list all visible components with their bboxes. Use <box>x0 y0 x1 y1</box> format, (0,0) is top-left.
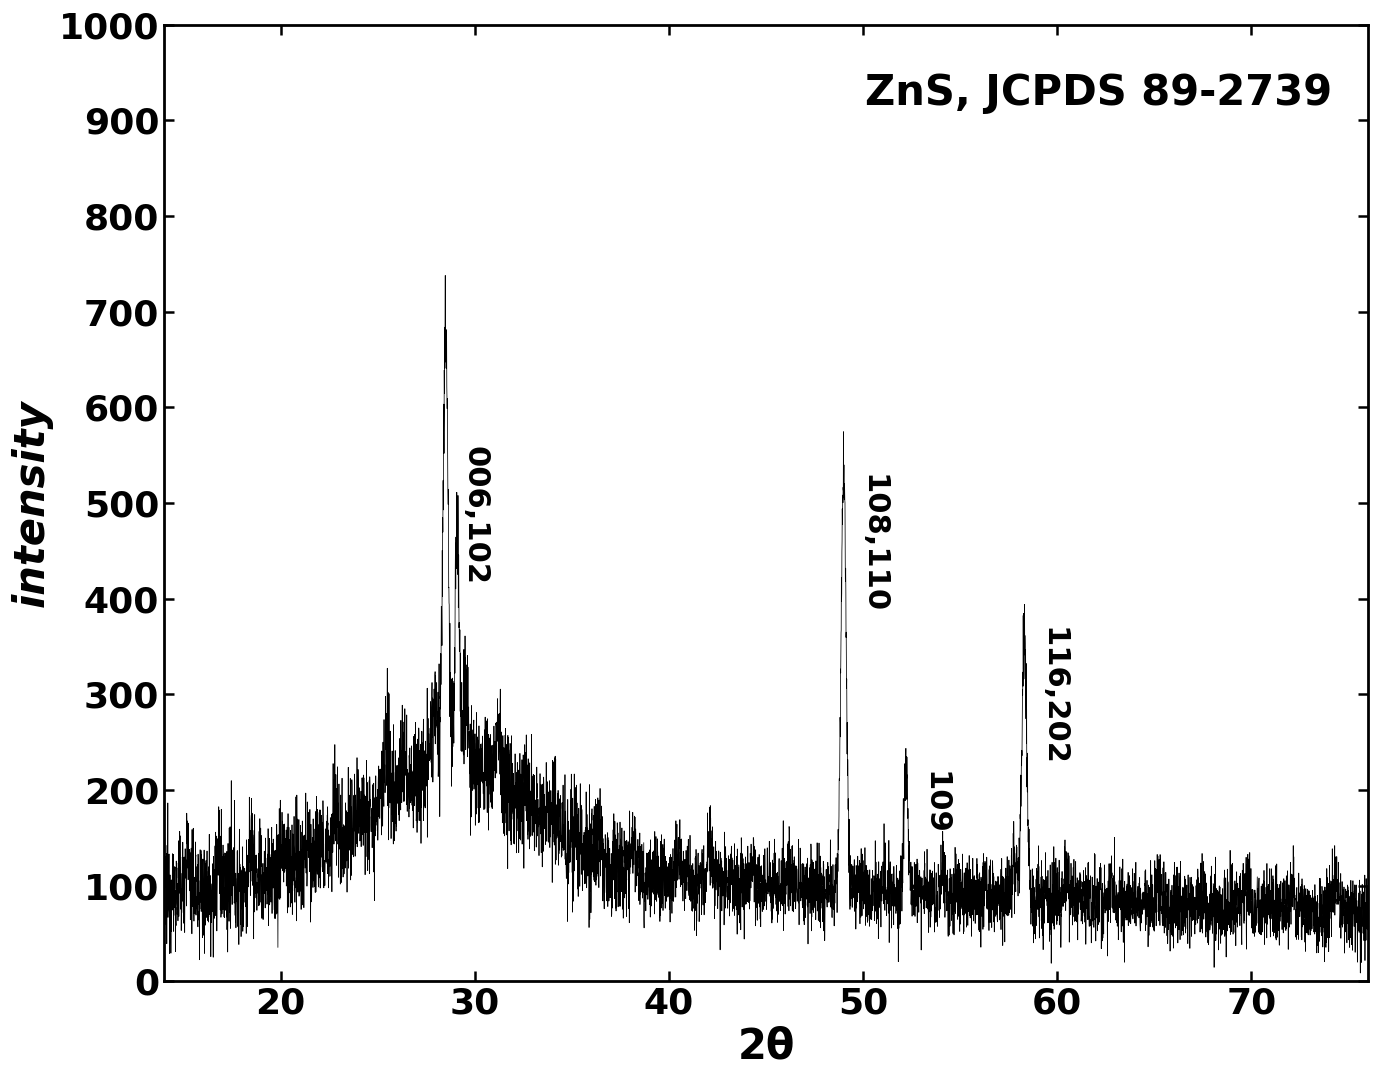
Text: 116,202: 116,202 <box>1038 627 1067 766</box>
Y-axis label: intensity: intensity <box>11 399 54 606</box>
Text: 109: 109 <box>920 771 949 835</box>
X-axis label: 2θ: 2θ <box>738 1026 794 1068</box>
Text: 108,110: 108,110 <box>858 475 887 614</box>
Text: 006,102: 006,102 <box>461 446 490 585</box>
Text: ZnS, JCPDS 89-2739: ZnS, JCPDS 89-2739 <box>865 72 1332 114</box>
